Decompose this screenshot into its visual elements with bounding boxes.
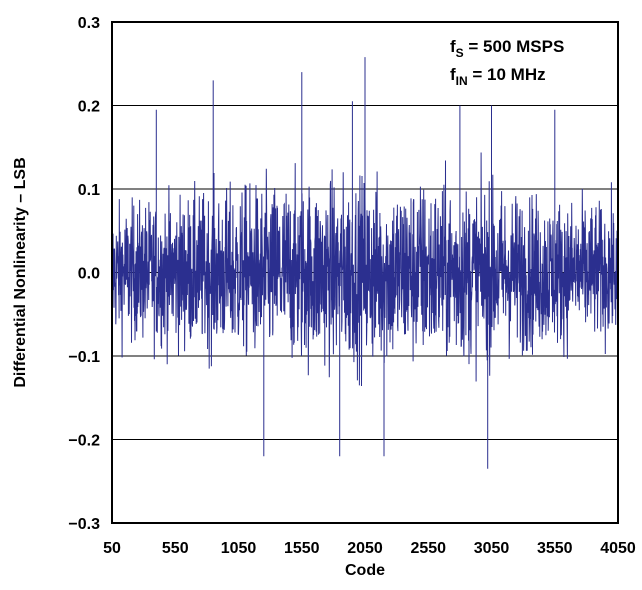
y-tick-label: −0.3 [68,516,100,533]
annotation-text: fS = 500 MSPS [450,37,564,60]
y-axis-label: Differential Nonlinearity – LSB [12,157,29,387]
annotations: fS = 500 MSPS fIN = 10 MHz [450,37,564,88]
x-tick-labels: 50 550 1050 1550 2050 2550 3050 3550 4050 [103,540,636,557]
annotation-text: fIN = 10 MHz [450,65,546,88]
dnl-series-line [111,57,619,469]
y-tick-label: −0.1 [68,349,100,366]
y-tick-label: 0.2 [78,99,100,116]
x-tick-label: 2050 [347,540,383,557]
x-tick-label: 50 [103,540,121,557]
dnl-series [111,57,619,469]
x-tick-label: 1550 [284,540,320,557]
y-tick-label: −0.2 [68,433,100,450]
y-tick-label: 0.0 [78,266,100,283]
x-tick-label: 4050 [600,540,636,557]
plot-frame [111,21,619,524]
x-tick-label: 3050 [474,540,510,557]
x-axis-label: Code [345,562,385,579]
x-tick-label: 550 [162,540,189,557]
y-tick-labels: −0.3 −0.2 −0.1 0.0 0.1 0.2 0.3 [68,15,100,533]
y-tick-label: 0.1 [78,182,100,199]
x-tick-label: 3550 [537,540,573,557]
x-tick-label: 2550 [410,540,446,557]
x-tick-label: 1050 [221,540,257,557]
y-tick-label: 0.3 [78,15,100,32]
